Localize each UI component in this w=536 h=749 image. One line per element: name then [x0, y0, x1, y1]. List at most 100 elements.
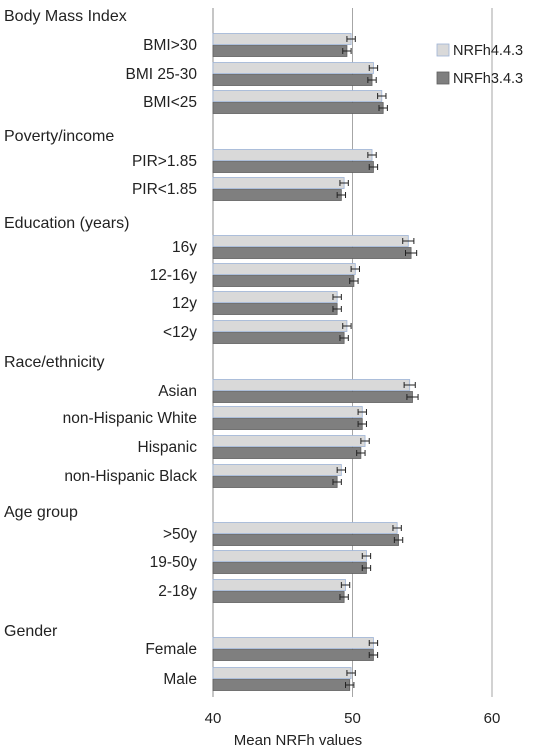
category-label: BMI 25-30 [125, 66, 197, 83]
error-bar [336, 467, 347, 473]
error-bar [368, 65, 379, 71]
error-bar [339, 594, 349, 600]
group-title: Age group [4, 504, 78, 521]
x-tick-label: 60 [484, 710, 501, 727]
bar-nrfh443 [212, 62, 374, 74]
category-label: PIR>1.85 [132, 153, 197, 170]
category-label: 19-50y [150, 554, 198, 571]
legend-label-nrfh443: NRFh4.4.3 [453, 43, 523, 59]
x-tick-label: 50 [344, 710, 361, 727]
category-label: 2-18y [158, 583, 197, 600]
error-bar [336, 192, 347, 198]
error-bar [392, 525, 402, 531]
bar-nrfh343 [212, 591, 345, 603]
bar-nrfh443 [212, 177, 345, 189]
error-bar [361, 553, 372, 559]
group-title: Poverty/income [4, 128, 114, 145]
category-label: 16y [172, 239, 197, 256]
category-label: Hispanic [138, 439, 198, 456]
error-bar [332, 479, 342, 485]
error-bar [340, 582, 351, 588]
bar-nrfh343 [212, 679, 351, 691]
bar-nrfh443 [212, 667, 352, 679]
bar-nrfh343 [212, 102, 384, 114]
error-bar [378, 105, 388, 111]
error-bar [346, 36, 356, 42]
error-bar [342, 323, 352, 329]
bar-nrfh443 [212, 90, 383, 102]
category-label: 12-16y [150, 267, 198, 284]
bar-nrfh443 [212, 149, 373, 161]
bar-nrfh343 [212, 189, 342, 201]
error-bar [346, 670, 356, 676]
bar-nrfh343 [212, 275, 355, 287]
error-bar [367, 152, 377, 158]
category-label: 12y [172, 295, 197, 312]
x-tick-label: 40 [205, 710, 222, 727]
bar-nrfh343 [212, 247, 412, 259]
category-label: Male [163, 671, 197, 688]
error-bar [361, 565, 372, 571]
bar-nrfh443 [212, 379, 411, 391]
error-bar [339, 180, 349, 186]
bar-nrfh343 [212, 391, 413, 403]
bar-nrfh343 [212, 303, 338, 315]
error-bar [377, 93, 387, 99]
error-bar [339, 335, 349, 341]
bar-nrfh443 [212, 406, 363, 418]
group-title: Race/ethnicity [4, 354, 105, 371]
error-bar [332, 306, 342, 312]
error-bar [367, 77, 377, 83]
bar-nrfh443 [212, 320, 348, 332]
category-label: BMI<25 [143, 94, 197, 111]
bar-nrfh343 [212, 418, 363, 430]
bar-nrfh443 [212, 464, 342, 476]
category-label: non-Hispanic Black [64, 468, 197, 485]
error-bar [368, 640, 379, 646]
bar-nrfh443 [212, 579, 346, 591]
bar-nrfh343 [212, 476, 338, 488]
bar-nrfh343 [212, 45, 348, 57]
error-bar [368, 164, 379, 170]
error-bar [403, 382, 416, 388]
bar-nrfh343 [212, 534, 399, 546]
error-bar [368, 652, 379, 658]
bar-nrfh343 [212, 447, 362, 459]
bar-nrfh343 [212, 332, 345, 344]
error-bar [357, 421, 367, 427]
x-axis: 40 50 60 Mean NRFh values [205, 710, 501, 749]
error-bar [345, 682, 355, 688]
error-bar [360, 438, 370, 444]
bar-nrfh443 [212, 263, 356, 275]
bar-nrfh443 [212, 435, 366, 447]
legend-swatch-nrfh343 [436, 71, 450, 85]
group-title: Education (years) [4, 215, 129, 232]
category-label: PIR<1.85 [132, 181, 197, 198]
error-bar [357, 409, 367, 415]
bar-nrfh443 [212, 235, 409, 247]
error-bar [402, 238, 415, 244]
group-title: Body Mass Index [4, 8, 127, 25]
bar-nrfh343 [212, 562, 367, 574]
category-label: non-Hispanic White [63, 410, 197, 427]
error-bar [350, 266, 360, 272]
category-label: Female [145, 641, 197, 658]
error-bar [349, 278, 359, 284]
bar-nrfh443 [212, 637, 374, 649]
legend-label-nrfh343: NRFh3.4.3 [453, 71, 523, 87]
category-label: BMI>30 [143, 37, 197, 54]
bar-nrfh443 [212, 33, 352, 45]
bar-nrfh443 [212, 291, 338, 303]
category-label: >50y [163, 526, 197, 543]
bar-nrfh343 [212, 161, 374, 173]
error-bar [356, 450, 366, 456]
bars-layer [212, 33, 419, 691]
error-bar [342, 48, 352, 54]
labels-layer: Body Mass Index BMI>30 BMI 25-30 BMI<25 Pove… [4, 8, 197, 688]
error-bar [332, 294, 342, 300]
legend: NRFh4.4.3 NRFh3.4.3 [436, 43, 523, 87]
bar-nrfh343 [212, 74, 373, 86]
category-label: Asian [158, 383, 197, 400]
bar-nrfh443 [212, 522, 398, 534]
